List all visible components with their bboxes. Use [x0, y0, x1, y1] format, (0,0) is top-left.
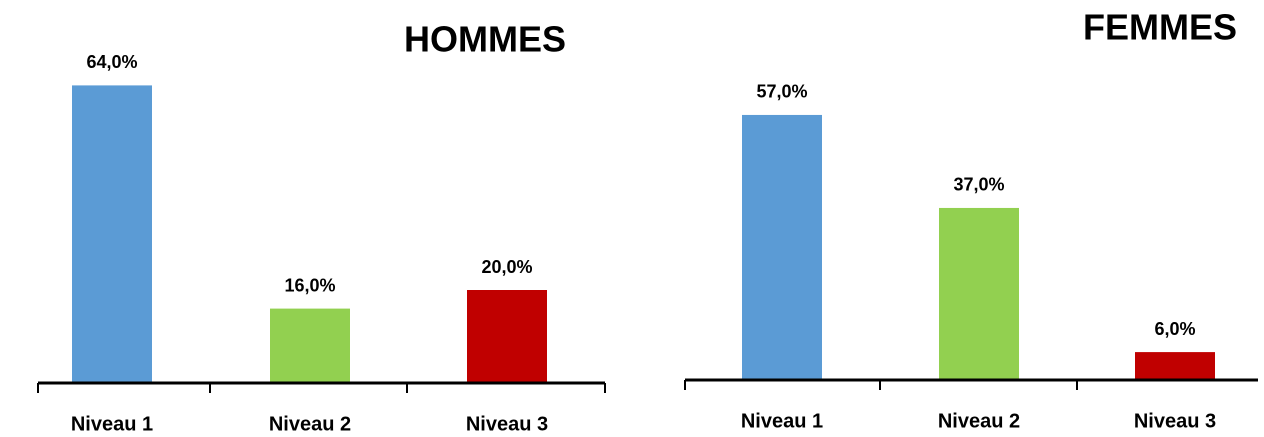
bar	[742, 114, 822, 380]
bar	[270, 308, 350, 383]
bar	[467, 290, 547, 383]
category-label: Niveau 3	[1134, 410, 1216, 432]
value-label: 6,0%	[1154, 319, 1195, 339]
category-label: Niveau 3	[466, 413, 548, 435]
value-label: 37,0%	[953, 175, 1004, 195]
category-label: Niveau 1	[71, 413, 153, 435]
bar	[1135, 352, 1215, 380]
chart-title: HOMMES	[404, 19, 566, 60]
value-label: 20,0%	[481, 257, 532, 277]
value-label: 64,0%	[86, 52, 137, 72]
bar	[939, 207, 1019, 380]
category-label: Niveau 1	[741, 410, 823, 432]
category-label: Niveau 2	[938, 410, 1020, 432]
bar	[72, 85, 152, 384]
category-label: Niveau 2	[269, 413, 351, 435]
value-label: 57,0%	[756, 82, 807, 102]
value-label: 16,0%	[284, 275, 335, 295]
chart-title: FEMMES	[1083, 7, 1237, 48]
